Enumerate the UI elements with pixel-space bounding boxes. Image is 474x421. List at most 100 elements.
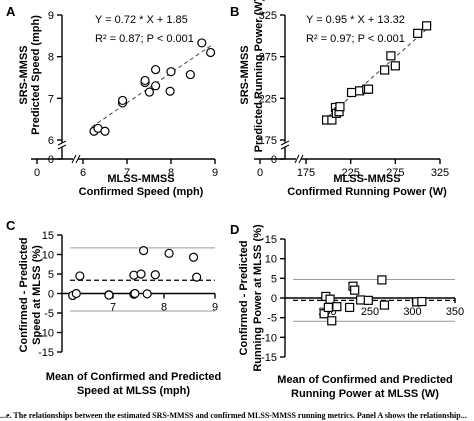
y-tick-label: 5 (271, 273, 277, 285)
data-point (356, 295, 366, 305)
data-point (144, 87, 155, 97)
x-tick-label: 175 (297, 167, 315, 179)
data-point (413, 28, 423, 38)
x-axis-label: Running Power at MLSS (W) (291, 388, 439, 400)
y-tick-label: 225 (259, 93, 277, 105)
y-tick-label: -15 (261, 352, 277, 364)
x-axis-label: Mean of Confirmed and Predicted (46, 371, 221, 383)
y-axis-label: Confirmed - Predicted (18, 238, 30, 353)
data-point (379, 300, 390, 310)
y-tick-label: -5 (267, 313, 277, 325)
axis-break-mark (71, 154, 77, 164)
y-axis-label: Confirmed - Predicted (238, 241, 250, 356)
data-point (363, 295, 373, 305)
data-point (100, 126, 110, 136)
x-axis-label: Mean of Confirmed and Predicted (277, 374, 452, 386)
panel-label: A (6, 4, 16, 19)
y-tick-label: -15 (38, 347, 54, 359)
y-tick-label: 7 (48, 93, 54, 105)
y-tick-label: 275 (259, 52, 277, 64)
data-point (136, 269, 146, 279)
data-point (75, 271, 85, 281)
regression-stats: R² = 0.97; P < 0.001 (306, 33, 405, 45)
data-point (417, 296, 427, 307)
data-point (206, 47, 216, 58)
axis-break-mark (280, 140, 290, 146)
x-tick-label: 8 (161, 302, 167, 314)
y-tick-label: 10 (42, 250, 54, 262)
data-point (332, 302, 342, 312)
data-point (350, 285, 360, 295)
data-point (377, 275, 387, 285)
x-tick-label: 275 (386, 167, 404, 179)
x-tick-label: 6 (80, 167, 86, 179)
x-tick-label: 9 (212, 167, 218, 179)
data-point (390, 61, 400, 71)
y-tick-label: 5 (48, 269, 54, 281)
data-point (150, 270, 160, 280)
x-tick-label: 7 (124, 167, 130, 179)
data-point (166, 67, 176, 77)
data-point (363, 84, 374, 94)
regression-equation: Y = 0.72 * X + 1.85 (95, 14, 188, 26)
y-tick-label: 175 (259, 135, 277, 147)
data-point (327, 316, 337, 326)
y-tick-label: 0 (271, 293, 277, 305)
data-point (139, 246, 149, 256)
y-tick-label: 0 (48, 154, 54, 166)
regression-equation: Y = 0.95 * X + 13.32 (306, 14, 405, 26)
data-point (325, 294, 335, 304)
x-tick-label: 0 (257, 167, 263, 179)
y-axis-label: SRS-MMSS (239, 45, 251, 104)
data-point (323, 302, 333, 313)
data-point (380, 65, 390, 75)
data-point (151, 64, 161, 75)
data-point (140, 75, 150, 86)
x-axis-label: Confirmed Running Power (W) (287, 186, 447, 198)
data-point (345, 302, 355, 313)
x-tick-label: 7 (110, 302, 116, 314)
y-tick-label: 9 (48, 10, 54, 22)
x-tick-label: 325 (431, 167, 449, 179)
y-tick-label: 10 (265, 254, 277, 266)
data-point (71, 288, 81, 299)
data-point (346, 87, 357, 98)
data-point (130, 288, 140, 299)
panel-label: B (230, 4, 239, 19)
data-point (151, 81, 161, 91)
x-tick-label: 8 (168, 167, 174, 179)
figure-caption: ...e. The relationships between the esti… (0, 411, 467, 420)
data-point (165, 86, 175, 96)
panel-label: D (230, 222, 239, 237)
data-point (185, 69, 195, 80)
y-tick-label: -10 (261, 332, 277, 344)
x-tick-label: 9 (212, 302, 218, 314)
x-axis-label: Speed at MLSS (mph) (77, 385, 190, 397)
x-axis-label: MLSS-MMSS (333, 173, 400, 185)
y-tick-label: 15 (42, 230, 54, 242)
data-point (164, 248, 174, 258)
x-tick-label: 225 (341, 167, 359, 179)
regression-stats: R² = 0.87; P < 0.001 (95, 33, 194, 45)
y-tick-label: -10 (38, 328, 54, 340)
x-tick-label: 250 (361, 306, 379, 318)
y-axis-label: Predicted Speed (mph) (30, 15, 42, 135)
y-axis-label: Running Power at MLSS (%) (252, 224, 264, 372)
x-tick-label: 0 (34, 167, 40, 179)
panel-label: C (6, 218, 16, 233)
data-point (422, 21, 432, 31)
y-tick-label: 0 (48, 289, 54, 301)
y-axis-label: Speed at MLSS (%) (31, 245, 43, 345)
x-tick-label: 350 (446, 306, 464, 318)
data-point (117, 95, 128, 106)
y-tick-label: 6 (48, 135, 54, 147)
x-axis-label: Confirmed Speed (mph) (79, 186, 204, 198)
y-axis-label: Predicted Running Power (W) (253, 0, 265, 152)
x-tick-label: 300 (403, 306, 421, 318)
axis-break-mark (57, 140, 67, 146)
data-point (104, 290, 114, 300)
data-point (142, 289, 152, 299)
data-point (197, 38, 207, 48)
y-tick-label: 325 (259, 10, 277, 22)
